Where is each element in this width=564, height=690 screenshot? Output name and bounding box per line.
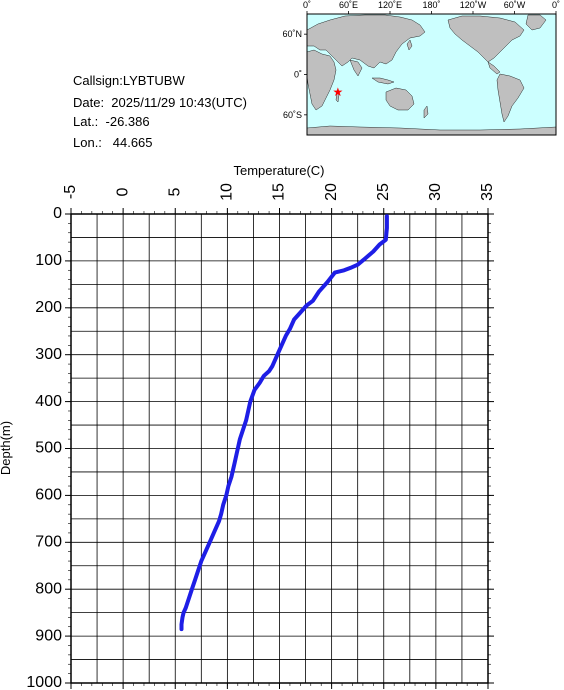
x-tick-label: 20 xyxy=(323,183,340,201)
map-lat-label: 60˚N xyxy=(282,29,302,39)
y-tick-label: 400 xyxy=(35,393,62,410)
map-lon-label: 0˚ xyxy=(303,0,311,10)
map-lon-label: 60˚W xyxy=(504,0,526,10)
x-tick-label: 0 xyxy=(114,187,131,196)
y-tick-label: 500 xyxy=(35,440,62,457)
x-tick-label: 15 xyxy=(271,183,288,201)
land-central-america xyxy=(487,61,501,75)
land-madagascar xyxy=(335,91,340,103)
land-australia xyxy=(385,87,415,111)
y-tick-label: 900 xyxy=(35,627,62,644)
map-land xyxy=(306,14,557,136)
map-lon-label: 120˚W xyxy=(460,0,487,10)
longitude-label: Lon.: 44.665 xyxy=(73,135,153,150)
map-lat-label: 60˚S xyxy=(283,110,302,120)
x-tick-label: -5 xyxy=(62,185,79,199)
y-tick-label: 1000 xyxy=(26,674,62,690)
chart-ticks: -5 0 5 10 15 20 25 30 35010020030040050060070080… xyxy=(26,183,496,690)
y-tick-label: 600 xyxy=(35,487,62,504)
y-tick-label: 0 xyxy=(53,205,62,222)
land-greenland xyxy=(525,14,547,31)
y-tick-label: 300 xyxy=(35,346,62,363)
x-tick-label: 35 xyxy=(479,183,496,201)
land-south-america xyxy=(496,73,525,123)
land-indonesia xyxy=(371,77,395,85)
date-label: Date: 2025/11/29 10:43(UTC) xyxy=(73,95,247,110)
profile-chart: -5 0 5 10 15 20 25 30 35010020030040050060070080… xyxy=(0,163,496,690)
latitude-label: Lat.: -26.386 xyxy=(73,114,150,129)
map-lon-label: 120˚E xyxy=(378,0,402,10)
land-japan xyxy=(406,39,413,51)
x-axis-label: Temperature(C) xyxy=(233,163,324,178)
x-tick-label: 30 xyxy=(427,183,444,201)
x-tick-label: 10 xyxy=(219,183,236,201)
y-tick-label: 800 xyxy=(35,580,62,597)
map-lon-label: 180˚ xyxy=(422,0,440,10)
temperature-profile-line xyxy=(179,214,389,632)
map-lat-label: 0˚ xyxy=(294,70,302,80)
land-eurasia xyxy=(306,14,426,69)
location-map: 0˚ 60˚E 120˚E 180˚ 120˚W 60˚W 0˚ 60˚N 0˚ 60˚S ★ xyxy=(282,0,560,136)
land-new-zealand xyxy=(423,105,429,119)
map-lon-label: 60˚E xyxy=(339,0,358,10)
chart-grid xyxy=(71,214,488,683)
location-marker-icon: ★ xyxy=(333,85,344,99)
land-north-america xyxy=(447,15,525,63)
y-tick-label: 700 xyxy=(35,534,62,551)
callsign-label: Callsign:LYBTUBW xyxy=(73,73,185,88)
land-india xyxy=(349,59,363,77)
map-latitude-ticks: 60˚N 0˚ 60˚S xyxy=(282,29,307,120)
x-tick-label: 5 xyxy=(166,187,183,196)
map-longitude-ticks: 0˚ 60˚E 120˚E 180˚ 120˚W 60˚W 0˚ xyxy=(303,0,560,14)
land-africa xyxy=(306,49,337,111)
y-axis-label: Depth(m) xyxy=(0,421,13,475)
y-tick-label: 100 xyxy=(35,252,62,269)
map-lon-label: 0˚ xyxy=(552,0,560,10)
y-tick-label: 200 xyxy=(35,299,62,316)
x-tick-label: 25 xyxy=(375,183,392,201)
